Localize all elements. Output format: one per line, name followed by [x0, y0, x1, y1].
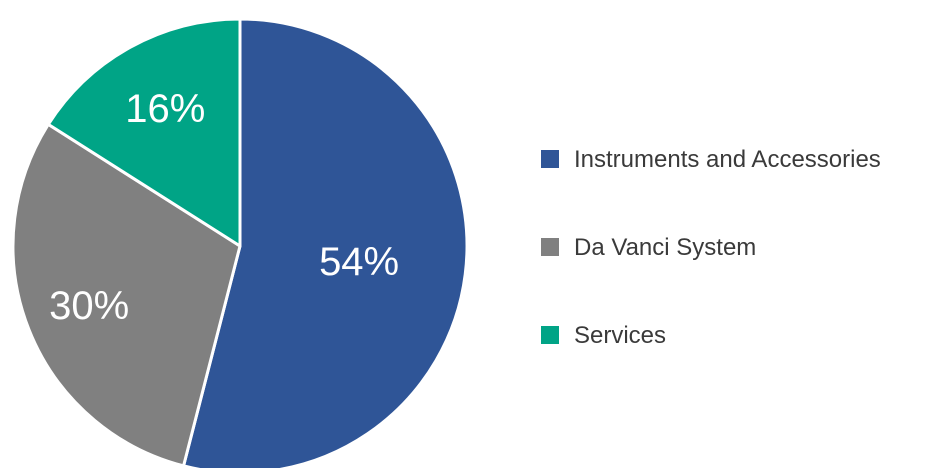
data-label-da-vanci-system: 30%: [49, 284, 129, 328]
legend-swatch: [541, 150, 559, 168]
pie-labels: 54% 30% 16%: [49, 87, 399, 328]
legend-item-da-vanci-system: Da Vanci System: [541, 234, 756, 261]
legend-label: Instruments and Accessories: [574, 146, 881, 173]
legend-label: Services: [574, 322, 666, 349]
pie-slice-da-vanci-system: [11, 122, 242, 468]
pie-slice-instruments-and-accessories: [182, 17, 469, 468]
legend-swatch: [541, 238, 559, 256]
pie-slices: [11, 17, 469, 468]
pie-slice-services: [46, 17, 242, 248]
legend: Instruments and Accessories Da Vanci Syst…: [541, 146, 881, 349]
legend-label: Da Vanci System: [574, 234, 756, 261]
data-label-services: 16%: [125, 87, 205, 131]
legend-swatch: [541, 326, 559, 344]
legend-item-services: Services: [541, 322, 666, 349]
legend-item-instruments-and-accessories: Instruments and Accessories: [541, 146, 881, 173]
data-label-instruments-and-accessories: 54%: [319, 240, 399, 284]
